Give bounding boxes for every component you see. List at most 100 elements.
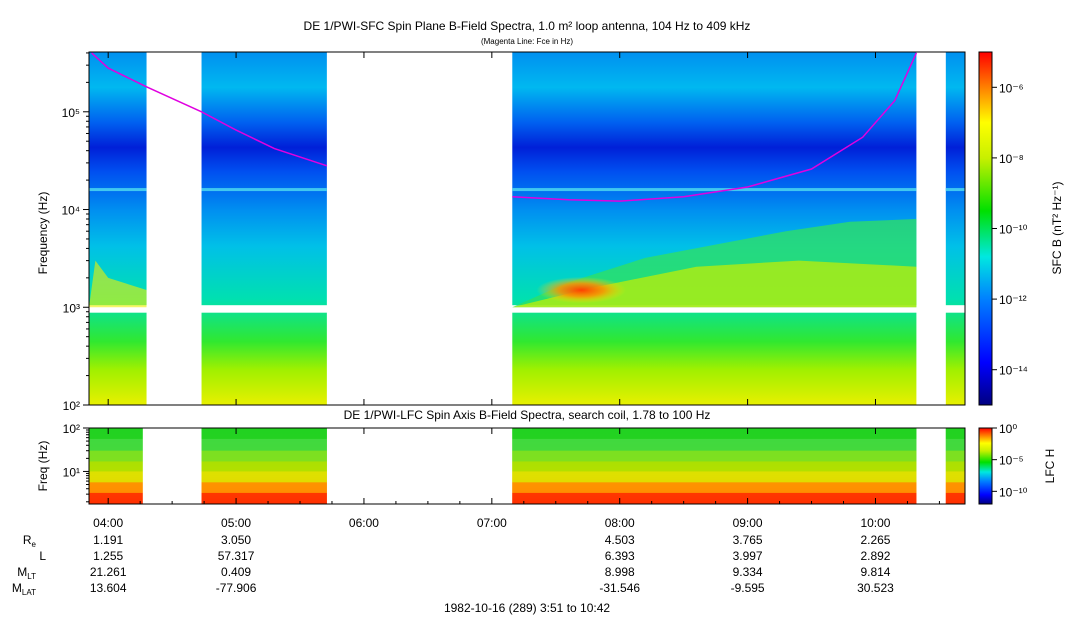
lfc-band: [201, 438, 327, 451]
sfc-hot-spot: [536, 276, 627, 304]
sfc-y-tick-label: 10⁴: [61, 204, 80, 218]
time-tick-label: 06:00: [349, 516, 379, 530]
sfc-y-tick-label: 10³: [63, 301, 80, 315]
lfc-band: [201, 461, 327, 472]
lfc-band: [945, 471, 965, 483]
lfc-colorbar-label: LFC H: [1043, 449, 1057, 484]
lfc-title: DE 1/PWI-LFC Spin Axis B-Field Spectra, …: [344, 408, 711, 422]
lfc-band: [89, 482, 143, 493]
ephemeris-row-label: MLAT: [12, 581, 36, 597]
lfc-band: [201, 450, 327, 462]
lfc-band: [89, 461, 143, 472]
lfc-band: [512, 461, 917, 472]
sfc-frame: [88, 51, 966, 406]
ephemeris-value: 3.997: [733, 549, 763, 563]
ephemeris-value: 13.604: [90, 581, 127, 595]
sfc-y-label: Frequency (Hz): [36, 192, 50, 275]
lfc-band: [512, 482, 917, 493]
lfc-y-tick-label: 10¹: [63, 465, 80, 479]
lfc-band: [945, 461, 965, 472]
sfc-subtitle: (Magenta Line: Fce in Hz): [481, 37, 573, 46]
lfc-band: [945, 428, 965, 439]
sfc-data-block: [89, 52, 147, 405]
ephemeris-value: 21.261: [90, 565, 127, 579]
lfc-band: [89, 450, 143, 462]
lfc-band: [201, 428, 327, 439]
time-tick-label: 08:00: [605, 516, 635, 530]
lfc-band: [89, 438, 143, 451]
sfc-colorbar-label: SFC B (nT² Hz⁻¹): [1050, 182, 1064, 275]
lfc-y-tick-label: 10²: [63, 422, 80, 436]
ephemeris-value: 4.503: [605, 533, 635, 547]
lfc-band: [89, 471, 143, 483]
sfc-cbar-tick-label: 10⁻¹⁴: [999, 364, 1028, 378]
lfc-y-label: Freq (Hz): [36, 441, 50, 492]
ephemeris-row-label: MLT: [17, 565, 36, 581]
time-range-footer: 1982-10-16 (289) 3:51 to 10:42: [444, 601, 610, 615]
ephemeris-value: 6.393: [605, 549, 635, 563]
lfc-colorbar: [978, 427, 993, 505]
sfc-band-16khz: [89, 188, 147, 192]
time-tick-label: 05:00: [221, 516, 251, 530]
sfc-cbar-tick-label: 10⁻⁶: [999, 81, 1024, 95]
ephemeris-value: -31.546: [599, 581, 640, 595]
lfc-cbar-tick-label: 10⁻¹⁰: [999, 485, 1028, 499]
lfc-band: [512, 428, 917, 439]
sfc-y-axis: 10² 10³ 10⁴ 10⁵: [61, 52, 89, 413]
sfc-gap-1khz: [89, 305, 965, 313]
lfc-band: [201, 482, 327, 493]
ephemeris-value: 0.409: [221, 565, 251, 579]
lfc-band: [89, 428, 143, 439]
sfc-data-block: [201, 52, 327, 405]
ephemeris-value: 9.334: [733, 565, 763, 579]
ephemeris-value: 2.892: [860, 549, 890, 563]
sfc-cbar-tick-label: 10⁻¹²: [999, 293, 1027, 307]
ephemeris-value: -9.595: [731, 581, 765, 595]
fce-line-segment: [91, 52, 328, 167]
ephemeris-value: 57.317: [218, 549, 255, 563]
sfc-cbar-tick-label: 10⁻¹⁰: [999, 223, 1028, 237]
lfc-band: [512, 471, 917, 483]
lfc-spectrogram: [88, 427, 966, 505]
lfc-band: [201, 492, 327, 504]
fce-line-segment: [512, 52, 918, 202]
sfc-colorbar: [978, 51, 993, 406]
ephemeris-row-label: Re: [23, 533, 37, 549]
ephemeris-value: 3.765: [733, 533, 763, 547]
lfc-colorbar-ticks: 10⁰ 10⁻⁵ 10⁻¹⁰: [992, 422, 1028, 499]
lfc-frame: [88, 427, 966, 505]
ephemeris-value: -77.906: [216, 581, 257, 595]
sfc-data-block: [945, 52, 965, 405]
time-tick-label: 10:00: [860, 516, 890, 530]
sfc-spectrogram: [88, 51, 966, 406]
lfc-band: [512, 450, 917, 462]
ephemeris-value: 9.814: [860, 565, 890, 579]
sfc-early-emission: [89, 260, 147, 308]
lfc-y-axis: 10¹ 10²: [63, 422, 89, 503]
ephemeris-row-label: L: [39, 549, 46, 563]
ephemeris-value: 1.255: [93, 549, 123, 563]
ephemeris-value: 3.050: [221, 533, 251, 547]
lfc-band: [512, 438, 917, 451]
sfc-colorbar-ticks: 10⁻⁶ 10⁻⁸ 10⁻¹⁰ 10⁻¹² 10⁻¹⁴: [992, 81, 1028, 378]
sfc-band-16khz: [945, 188, 965, 192]
sfc-title: DE 1/PWI-SFC Spin Plane B-Field Spectra,…: [304, 19, 751, 33]
sfc-y-tick-label: 10²: [63, 399, 80, 413]
time-axis: 04:00 05:00 06:00 07:00 08:00 09:00 10:00: [93, 52, 940, 530]
lfc-band: [945, 492, 965, 504]
time-tick-label: 07:00: [477, 516, 507, 530]
ephemeris-value: 30.523: [857, 581, 894, 595]
lfc-cbar-tick-label: 10⁰: [999, 422, 1017, 436]
ephemeris-value: 2.265: [860, 533, 890, 547]
ephemeris-value: 1.191: [93, 533, 123, 547]
time-tick-label: 04:00: [93, 516, 123, 530]
time-tick-label: 09:00: [733, 516, 763, 530]
sfc-y-tick-label: 10⁵: [62, 106, 80, 120]
sfc-band-16khz: [201, 188, 327, 192]
sfc-band-16khz: [512, 188, 917, 192]
lfc-cbar-tick-label: 10⁻⁵: [999, 454, 1024, 468]
lfc-band: [89, 492, 143, 504]
ephemeris-value: 8.998: [605, 565, 635, 579]
